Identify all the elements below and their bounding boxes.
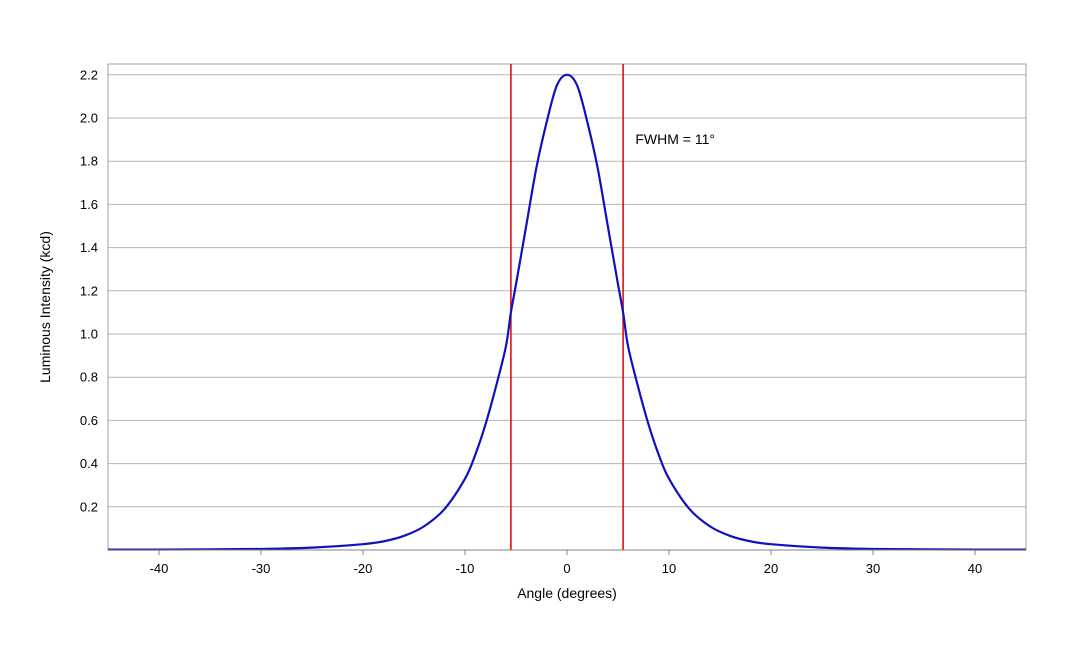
y-tick-label: 0.4	[80, 456, 98, 471]
x-tick-label: -20	[354, 561, 373, 576]
y-tick-label: 1.2	[80, 283, 98, 298]
plot-area-frame	[107, 63, 1027, 551]
x-tick-label: 0	[563, 561, 570, 576]
x-tick-label: -30	[252, 561, 271, 576]
y-tick-labels: 0.2 0.4 0.6 0.8 1.0 1.2 1.4 1.6 1.8 2.0 2.2	[80, 67, 98, 514]
y-tick-label: 0.8	[80, 370, 98, 385]
y-tick-label: 1.6	[80, 197, 98, 212]
x-tick-label: 20	[764, 561, 778, 576]
annotations: FWHM = 11°	[635, 131, 715, 147]
y-tick-label: 1.4	[80, 240, 98, 255]
y-tick-label: 0.6	[80, 413, 98, 428]
fwhm-markers	[510, 64, 624, 550]
x-tick-label: 30	[866, 561, 880, 576]
y-tick-label: 2.2	[80, 67, 98, 82]
y-axis-title: Luminous Intensity (kcd)	[37, 231, 53, 383]
x-axis-title: Angle (degrees)	[517, 585, 617, 601]
y-tick-label: 1.8	[80, 154, 98, 169]
x-tick-labels: -40 -30 -20 -10 0 10 20 30 40	[150, 561, 983, 576]
x-tick-label: 40	[968, 561, 982, 576]
grid-lines	[108, 74, 1026, 508]
x-tick-label: -10	[456, 561, 475, 576]
x-tick-label: 10	[662, 561, 676, 576]
x-tick-label: -40	[150, 561, 169, 576]
y-tick-label: 2.0	[80, 111, 98, 126]
data-series	[107, 73, 1027, 551]
x-axis	[108, 549, 1026, 555]
y-tick-label: 0.2	[80, 499, 98, 514]
y-tick-label: 1.0	[80, 327, 98, 342]
series-line-0	[107, 73, 1027, 551]
fwhm-annotation: FWHM = 11°	[635, 131, 715, 147]
